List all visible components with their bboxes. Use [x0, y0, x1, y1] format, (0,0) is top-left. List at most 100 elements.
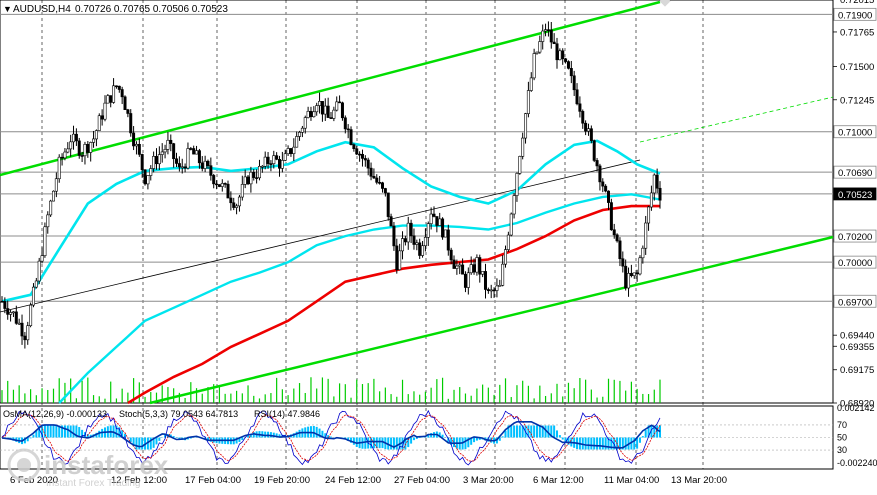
logo-core-icon — [17, 458, 31, 472]
candle-body — [197, 150, 201, 164]
channel-lower-line[interactable] — [149, 235, 834, 405]
candle-body — [469, 264, 473, 274]
time-label: 24 Feb 12:00 — [325, 475, 381, 486]
candle-body — [283, 153, 287, 161]
candle-body — [435, 216, 439, 226]
candle-body — [40, 255, 44, 262]
candle-body — [581, 111, 585, 124]
candle-body — [66, 148, 70, 153]
candle-body — [615, 234, 619, 242]
indicator-lines — [0, 409, 833, 466]
candle-body — [263, 156, 267, 167]
candle-body — [398, 250, 402, 271]
candle-body — [335, 101, 339, 111]
candle-body — [0, 300, 4, 303]
candle-body — [524, 113, 528, 139]
candle-body — [34, 280, 38, 288]
osma-label: OsMA(12,26,9) -0.000133 — [3, 409, 107, 419]
candle-body — [538, 41, 542, 53]
candle-body — [358, 153, 362, 156]
time-label: 17 Feb 04:00 — [185, 475, 241, 486]
price-label: 0.70523 — [838, 190, 872, 201]
candle-body — [649, 192, 653, 208]
menu-arrow-icon[interactable]: ▼ — [3, 4, 12, 14]
candle-body — [632, 272, 636, 276]
time-label: 3 Mar 20:00 — [463, 475, 514, 486]
candle-body — [443, 229, 447, 238]
grid — [41, 0, 704, 469]
candle-body — [629, 273, 633, 276]
candle-body — [286, 148, 290, 155]
candle-body — [132, 132, 136, 147]
candle-body — [415, 242, 419, 245]
time-label: 27 Feb 04:00 — [394, 475, 450, 486]
candle-body — [360, 153, 364, 159]
candle-body — [595, 160, 599, 167]
candle-body — [446, 229, 450, 251]
candle-body — [575, 89, 579, 105]
candle-body — [17, 322, 21, 325]
candle-body — [114, 85, 118, 88]
candle-body — [489, 289, 493, 292]
time-label: 11 Mar 04:00 — [604, 475, 659, 486]
ma_fast-line — [1, 139, 661, 303]
candle-body — [106, 95, 110, 104]
candle-body — [100, 115, 104, 120]
candle-body — [303, 117, 307, 129]
candle-body — [129, 113, 133, 134]
candle-body — [57, 156, 61, 180]
price-label: 0.71000 — [838, 128, 872, 139]
candle-body — [29, 304, 33, 327]
candle-body — [612, 229, 616, 236]
rsi-line — [1, 421, 661, 449]
candle-body — [54, 178, 58, 192]
main-plot-frame — [0, 0, 834, 404]
candle-body — [312, 111, 316, 118]
candle-body — [209, 165, 213, 176]
ma_mid-line — [58, 193, 661, 404]
candle-body — [46, 214, 50, 228]
candle-body — [343, 117, 347, 130]
candle-body — [92, 138, 96, 143]
candle-body — [546, 29, 550, 31]
indicator-tick-label: 0.002142 — [837, 403, 875, 413]
candle-body — [169, 139, 173, 144]
time-axis: 6 Feb 2020 12 Feb 12:00 17 Feb 04:00 19 Feb… — [10, 475, 727, 486]
stoch-signal-line — [1, 414, 661, 462]
candle-body — [103, 102, 107, 120]
candle-body — [607, 190, 611, 203]
candle-body — [638, 257, 642, 275]
candle-body — [346, 128, 350, 131]
candle-body — [143, 169, 147, 185]
candle-body — [512, 195, 516, 215]
candle-body — [412, 235, 416, 245]
candle-body — [300, 127, 304, 133]
candle-body — [598, 165, 602, 183]
candle-body — [558, 50, 562, 61]
candle-body — [74, 133, 78, 142]
candle-body — [220, 183, 224, 187]
candle-body — [249, 171, 253, 185]
candle-body — [109, 95, 113, 103]
candle-body — [549, 29, 553, 43]
channel-median-line[interactable] — [0, 159, 641, 313]
candle-body — [69, 141, 73, 150]
candle-body — [372, 176, 376, 179]
channel-projection-line[interactable] — [639, 96, 834, 143]
candle-body — [229, 197, 233, 204]
candle-body — [423, 237, 427, 247]
candle-body — [421, 245, 425, 256]
candle-body — [506, 234, 510, 250]
candle-body — [449, 249, 453, 261]
candle-body — [20, 322, 24, 337]
candle-body — [14, 311, 18, 324]
candle-body — [652, 174, 656, 194]
price-tick-label: 0.68920 — [840, 399, 874, 410]
instaforex-logo: instaforex Instant Forex Trading — [7, 448, 169, 489]
candle-body — [383, 188, 387, 194]
candle-body — [604, 185, 608, 192]
candle-body — [77, 140, 81, 156]
candle-body — [561, 50, 565, 60]
candle-body — [266, 156, 270, 164]
